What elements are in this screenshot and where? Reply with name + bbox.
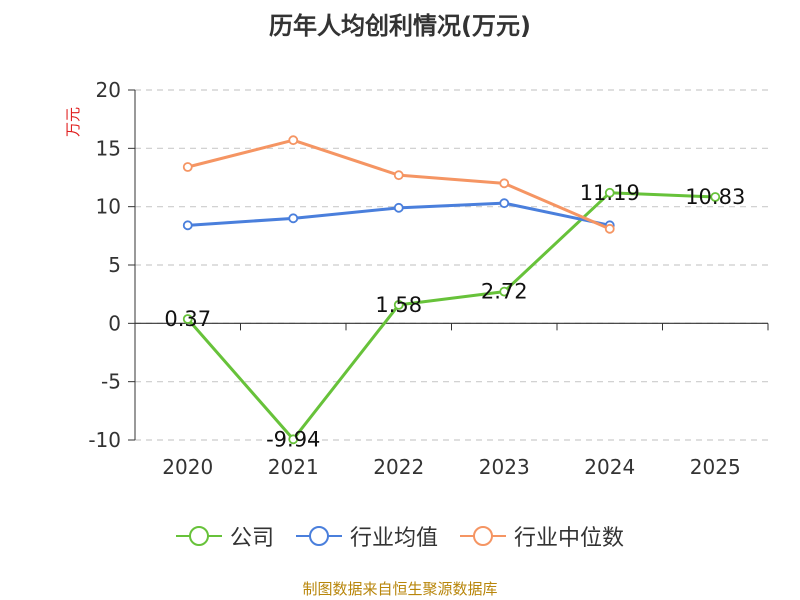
chart-legend: 公司 行业均值 行业中位数 <box>0 520 800 552</box>
legend-line-marker-icon <box>175 526 222 546</box>
data-point <box>604 187 615 198</box>
y-tick-label: 20 <box>96 78 121 102</box>
legend-label: 行业中位数 <box>514 526 625 551</box>
series-line <box>186 191 716 441</box>
x-tick-label: 2024 <box>584 455 635 479</box>
source-note: 制图数据来自恒生聚源数据库 <box>302 580 498 598</box>
y-tick-label: 0 <box>108 311 121 335</box>
series-layer <box>182 135 721 445</box>
data-label: 10.83 <box>685 185 745 209</box>
y-tick-label: -5 <box>101 370 121 394</box>
series-line <box>187 138 611 231</box>
legend-label: 公司 <box>229 526 274 551</box>
legend-line-marker-icon <box>460 526 506 546</box>
data-point <box>604 223 615 234</box>
data-point <box>499 286 510 297</box>
data-point <box>499 198 510 209</box>
y-tick-label: 5 <box>108 253 121 277</box>
grid-layer <box>135 89 768 441</box>
y-axis-unit-label: 万元 <box>64 107 82 137</box>
x-tick-label: 2023 <box>479 455 530 479</box>
legend-item-company[interactable]: 公司 <box>175 520 274 552</box>
data-point <box>288 434 299 445</box>
y-tick-label: 10 <box>96 195 121 219</box>
data-point <box>182 220 193 231</box>
x-tick-label: 2022 <box>373 455 424 479</box>
data-point <box>182 314 193 324</box>
data-point <box>393 170 404 181</box>
legend-line-marker-icon <box>295 526 342 546</box>
legend-item-industry-median[interactable]: 行业中位数 <box>460 520 624 552</box>
x-tick-label: 2021 <box>268 455 319 479</box>
x-tick-label: 2020 <box>162 455 213 479</box>
y-tick-label: 15 <box>96 136 121 160</box>
data-point <box>393 202 404 213</box>
data-point <box>288 135 299 146</box>
data-label: 2.72 <box>481 280 528 304</box>
data-point <box>499 178 510 189</box>
data-point <box>710 192 721 202</box>
y-tick-label: -10 <box>88 428 121 452</box>
data-point <box>182 162 193 172</box>
data-label: -9.94 <box>266 427 320 451</box>
legend-item-industry-average[interactable]: 行业均值 <box>295 520 438 552</box>
data-point <box>288 213 299 224</box>
data-label: 1.58 <box>375 293 422 317</box>
chart-title: 历年人均创利情况(万元) <box>269 12 531 40</box>
data-point <box>393 299 404 310</box>
axis-layer: 20 15 10 5 0 -5 -10 万元 2020 2021 2022 2023 2024 2025 <box>64 78 769 479</box>
data-label: 11.19 <box>580 181 640 205</box>
x-tick-label: 2025 <box>690 455 741 479</box>
legend-label: 行业均值 <box>349 526 438 551</box>
data-label: 0.37 <box>164 307 211 331</box>
label-layer: 0.37 -9.94 1.58 2.72 11.19 10.83 <box>164 181 745 452</box>
